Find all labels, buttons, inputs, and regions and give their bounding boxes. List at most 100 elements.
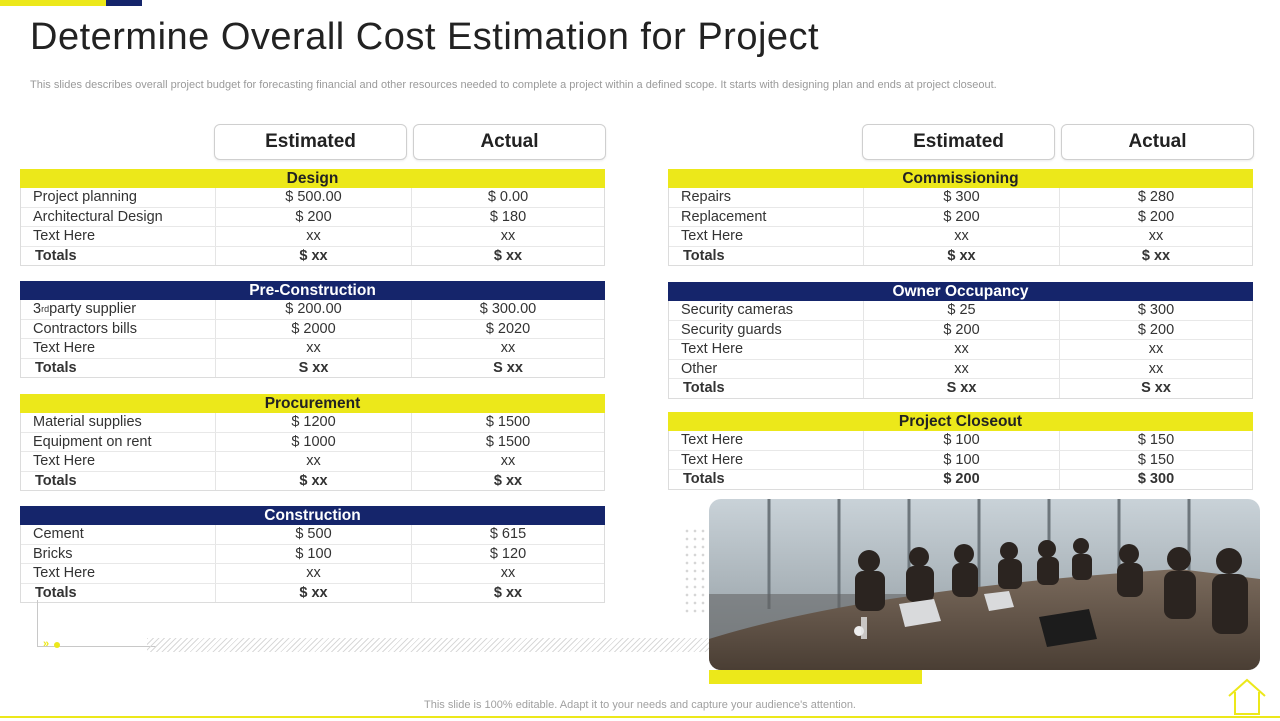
right-estimated-header: Estimated xyxy=(862,124,1055,160)
construction-table: Construction Cement $ 500 $ 615 Bricks $ 10… xyxy=(20,506,605,603)
row-estimated: $ 25 xyxy=(864,301,1060,320)
commissioning-title: Commissioning xyxy=(668,169,1253,188)
row-estimated: $ 200 xyxy=(864,320,1060,339)
table-row: Equipment on rent $ 1000 $ 1500 xyxy=(21,431,604,451)
row-label: Totals xyxy=(21,583,216,602)
row-estimated: $ xx xyxy=(216,583,412,602)
owner-occupancy-table: Owner Occupancy Security cameras $ 25 $ 30… xyxy=(668,282,1253,399)
row-actual: xx xyxy=(500,340,516,357)
row-actual: $ 150 xyxy=(1137,432,1175,449)
left-actual-header: Actual xyxy=(413,124,606,160)
table-row: Architectural Design $ 200 $ 180 xyxy=(21,206,604,226)
row-label: Material supplies xyxy=(21,413,216,432)
row-actual: $ 1500 xyxy=(485,414,531,431)
row-actual: xx xyxy=(500,228,516,245)
row-actual: $ 0.00 xyxy=(487,189,529,206)
row-actual: $ xx xyxy=(493,247,523,264)
row-actual: $ 120 xyxy=(489,545,527,562)
procurement-table: Procurement Material supplies $ 1200 $ 150… xyxy=(20,394,605,491)
row-label: Totals xyxy=(21,358,216,377)
construction-title: Construction xyxy=(20,506,605,525)
row-actual: $ xx xyxy=(1141,247,1171,264)
project-closeout-table: Project Closeout Text Here $ 100 $ 150 Tex… xyxy=(668,412,1253,490)
row-estimated: S xx xyxy=(864,379,1060,398)
row-actual: $ xx xyxy=(493,584,523,601)
row-estimated: xx xyxy=(864,340,1060,359)
row-label: Totals xyxy=(669,470,864,489)
row-estimated: $ 100 xyxy=(864,450,1060,469)
row-label: Totals xyxy=(669,379,864,398)
row-estimated: $ 500 xyxy=(216,525,412,544)
table-row: Text Here xx xx xyxy=(669,339,1252,359)
row-actual: xx xyxy=(500,565,516,582)
totals-row: Totals $ xx $ xx xyxy=(21,470,604,490)
table-row: Bricks $ 100 $ 120 xyxy=(21,543,604,563)
row-estimated: $ 300 xyxy=(864,188,1060,207)
row-actual: $ xx xyxy=(493,472,523,489)
design-title: Design xyxy=(20,169,605,188)
dot-marker xyxy=(54,642,60,648)
row-label: Security guards xyxy=(669,320,864,339)
row-estimated: $ 100 xyxy=(216,544,412,563)
table-row: Cement $ 500 $ 615 xyxy=(21,525,604,544)
left-estimated-header: Estimated xyxy=(214,124,407,160)
row-actual: xx xyxy=(1148,341,1164,358)
row-label: Totals xyxy=(21,471,216,490)
table-row: Text Here $ 100 $ 150 xyxy=(669,449,1252,469)
meeting-photo xyxy=(709,499,1260,670)
row-estimated: $ 100 xyxy=(864,431,1060,450)
table-row: Text Here xx xx xyxy=(21,451,604,471)
row-estimated: $ xx xyxy=(864,246,1060,265)
photo-accent-bar xyxy=(709,670,922,684)
table-row: Text Here xx xx xyxy=(21,563,604,583)
row-actual: $ 2020 xyxy=(485,320,531,337)
row-label: Cement xyxy=(21,525,216,544)
row-label: Text Here xyxy=(21,452,216,471)
row-estimated: $ 200 xyxy=(216,207,412,226)
table-row: Text Here xx xx xyxy=(21,226,604,246)
bottom-accent-line xyxy=(0,716,1280,718)
dot-pattern xyxy=(683,527,707,617)
row-actual: $ 150 xyxy=(1137,451,1175,468)
row-actual: $ 180 xyxy=(489,208,527,225)
row-estimated: $ 1000 xyxy=(216,432,412,451)
design-table: Design Project planning $ 500.00 $ 0.00 Ar… xyxy=(20,169,605,266)
totals-row: Totals $ 200 $ 300 xyxy=(669,469,1252,489)
row-estimated: xx xyxy=(216,452,412,471)
table-row: Text Here $ 100 $ 150 xyxy=(669,431,1252,450)
hatch-pattern xyxy=(147,638,709,652)
row-label: Text Here xyxy=(669,450,864,469)
page-subtitle: This slides describes overall project bu… xyxy=(30,79,997,91)
row-actual: $ 200 xyxy=(1137,321,1175,338)
table-row: Security cameras $ 25 $ 300 xyxy=(669,301,1252,320)
row-estimated: xx xyxy=(864,227,1060,246)
row-label: Bricks xyxy=(21,544,216,563)
table-row: Repairs $ 300 $ 280 xyxy=(669,188,1252,207)
home-icon[interactable] xyxy=(1226,676,1268,721)
row-label: Text Here xyxy=(21,339,216,358)
row-actual: $ 300 xyxy=(1137,471,1175,488)
owner-occupancy-title: Owner Occupancy xyxy=(668,282,1253,301)
totals-row: Totals $ xx $ xx xyxy=(669,245,1252,265)
totals-row: Totals $ xx $ xx xyxy=(21,245,604,265)
row-estimated: $ 500.00 xyxy=(216,188,412,207)
row-label: Other xyxy=(669,359,864,378)
row-estimated: xx xyxy=(216,339,412,358)
row-estimated: S xx xyxy=(216,358,412,377)
procurement-title: Procurement xyxy=(20,394,605,413)
row-label: Security cameras xyxy=(669,301,864,320)
double-chevron-icon: » xyxy=(43,638,49,650)
table-row: Text Here xx xx xyxy=(669,226,1252,246)
row-label: Text Here xyxy=(669,431,864,450)
commissioning-table: Commissioning Repairs $ 300 $ 280 Replacem… xyxy=(668,169,1253,266)
table-row: Material supplies $ 1200 $ 1500 xyxy=(21,413,604,432)
table-row: Other xx xx xyxy=(669,358,1252,378)
row-estimated: $ 200.00 xyxy=(216,300,412,319)
row-actual: xx xyxy=(1148,360,1164,377)
row-label: Text Here xyxy=(21,564,216,583)
row-label: Equipment on rent xyxy=(21,432,216,451)
row-actual: xx xyxy=(1148,228,1164,245)
preconstruction-title: Pre-Construction xyxy=(20,281,605,300)
row-estimated: $ 1200 xyxy=(216,413,412,432)
